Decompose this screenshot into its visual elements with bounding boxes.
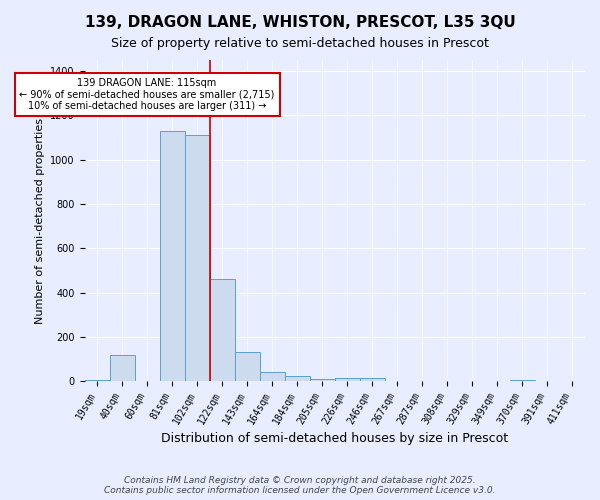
Bar xyxy=(260,372,285,381)
Bar xyxy=(360,378,385,381)
Bar xyxy=(310,379,335,381)
Text: 139, DRAGON LANE, WHISTON, PRESCOT, L35 3QU: 139, DRAGON LANE, WHISTON, PRESCOT, L35 … xyxy=(85,15,515,30)
Bar xyxy=(285,376,310,381)
Bar xyxy=(110,354,134,381)
Bar xyxy=(209,280,235,381)
Y-axis label: Number of semi-detached properties: Number of semi-detached properties xyxy=(35,118,44,324)
Bar xyxy=(160,131,185,381)
Bar xyxy=(85,380,110,381)
Bar xyxy=(235,352,260,381)
Bar xyxy=(185,136,209,381)
Text: Size of property relative to semi-detached houses in Prescot: Size of property relative to semi-detach… xyxy=(111,38,489,51)
X-axis label: Distribution of semi-detached houses by size in Prescot: Distribution of semi-detached houses by … xyxy=(161,432,508,445)
Bar xyxy=(335,378,360,381)
Bar xyxy=(510,380,535,381)
Text: 139 DRAGON LANE: 115sqm
← 90% of semi-detached houses are smaller (2,715)
10% of: 139 DRAGON LANE: 115sqm ← 90% of semi-de… xyxy=(19,78,275,111)
Text: Contains HM Land Registry data © Crown copyright and database right 2025.
Contai: Contains HM Land Registry data © Crown c… xyxy=(104,476,496,495)
